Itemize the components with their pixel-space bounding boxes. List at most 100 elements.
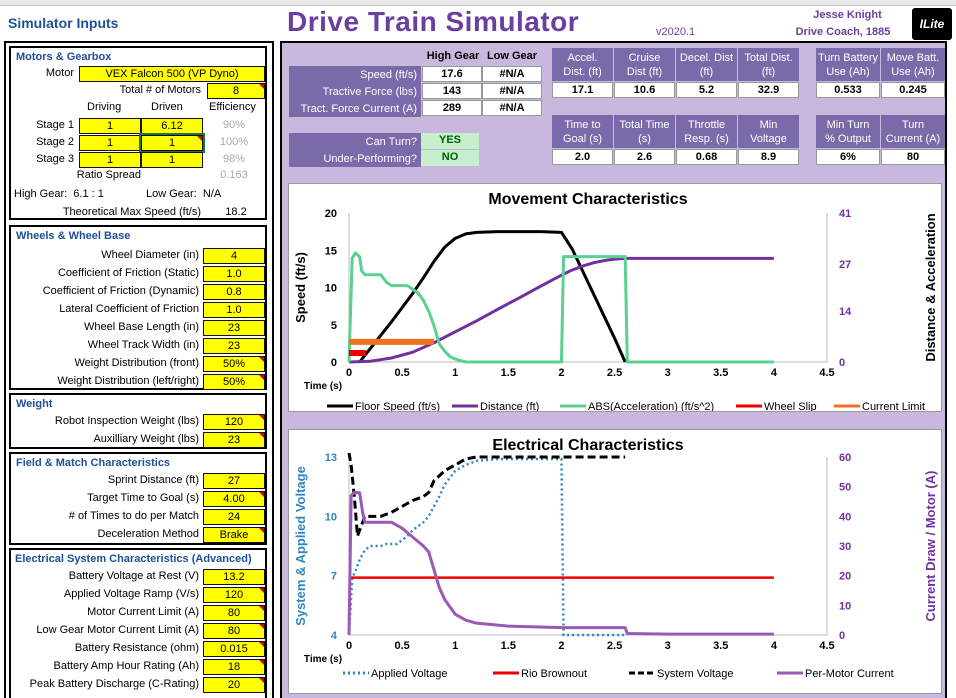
metric-header-line2: Dist. (ft) xyxy=(563,65,602,78)
motor-select[interactable]: VEX Falcon 500 (VP Dyno) xyxy=(79,66,265,82)
wheels-row-input[interactable]: 50% xyxy=(203,356,265,372)
electrical-chart: Electrical Characteristics 0 0.5 1 1.5 2 2.5 3 3… xyxy=(288,429,942,694)
metric-value: 6% xyxy=(816,149,880,165)
chart-title: Movement Characteristics xyxy=(488,191,687,208)
electrical-row-input[interactable]: 0.015 xyxy=(203,641,265,657)
chart-x-tick-label: 0 xyxy=(346,367,352,379)
stage-efficiency-value: 90% xyxy=(222,119,246,131)
chart-x-tick-label: 0.5 xyxy=(394,367,409,379)
metric-header-line1: Accel. xyxy=(567,51,598,64)
high-gear-ratio: High Gear: 6.1 : 1 xyxy=(14,188,104,200)
electrical-row-input[interactable]: 120 xyxy=(203,587,265,603)
wheels-row-input[interactable]: 23 xyxy=(203,338,265,354)
metric-header: Total Time (s) xyxy=(614,115,675,148)
field-row-input[interactable]: 24 xyxy=(203,509,265,525)
stage-label: Stage 2 xyxy=(36,136,74,148)
wheels-row-input[interactable]: 50% xyxy=(203,374,265,390)
electrical-panel: Electrical System Characteristics (Advan… xyxy=(9,548,267,698)
electrical-row-label: Applied Voltage Ramp (V/s) xyxy=(63,588,199,600)
stage-efficiency-value: 98% xyxy=(222,153,246,165)
num-motors-input[interactable]: 8 xyxy=(207,83,265,99)
wheels-row-label: Weight Distribution (front) xyxy=(74,357,199,369)
wheels-row-input[interactable]: 0.8 xyxy=(203,284,265,300)
wheels-row-label: Weight Distribution (left/right) xyxy=(57,375,199,387)
stage-driven-input[interactable]: 6.12 xyxy=(141,118,203,134)
weight-row-label: Auxilliary Weight (lbs) xyxy=(93,433,199,445)
metric-value: 2.0 xyxy=(552,149,613,165)
metric-header-line2: Use (Ah) xyxy=(891,65,935,78)
electrical-row-input[interactable]: 80 xyxy=(203,605,265,621)
chart-x-tick-label: 1.5 xyxy=(501,367,516,379)
metric-header-line2: (ft) xyxy=(761,65,776,78)
chart-y2-tick-label: 27 xyxy=(839,259,851,271)
col-driving-header: Driving xyxy=(87,101,122,113)
series-line-per-motor-current xyxy=(347,491,774,636)
series-line-applied-voltage xyxy=(347,457,626,637)
metric-value: 17.1 xyxy=(552,82,613,98)
electrical-row-input[interactable]: 80 xyxy=(203,623,265,639)
chart-y2-tick-label: 10 xyxy=(839,600,851,612)
result-high-value: 289 xyxy=(422,100,482,116)
chart-y-tick-label: 20 xyxy=(325,208,337,220)
metric-header-line2: Goal (s) xyxy=(562,132,603,145)
chart-y-tick-label: 0 xyxy=(331,357,337,369)
chart-x-tick-label: 1 xyxy=(452,367,458,379)
metric-value: 10.6 xyxy=(614,82,675,98)
wheels-row-input[interactable]: 4 xyxy=(203,248,265,264)
result-high-value: 17.6 xyxy=(422,66,482,82)
motors-gearbox-panel: Motors & Gearbox Motor VEX Falcon 500 (V… xyxy=(9,46,267,220)
movement-chart: Movement Characteristics 0 0.5 1 1.5 2 2.5 3 3.5… xyxy=(288,183,942,413)
field-row-label: Deceleration Method xyxy=(97,528,199,540)
stage-driving-input[interactable]: 1 xyxy=(79,118,141,134)
chart-y2-tick-label: 0 xyxy=(839,630,845,642)
wheels-row-label: Wheel Track Width (in) xyxy=(87,339,199,351)
stage-label: Stage 3 xyxy=(36,153,74,165)
chart-y-tick-label: 10 xyxy=(325,511,337,523)
weight-row-input[interactable]: 120 xyxy=(203,414,265,430)
stage-driving-input[interactable]: 1 xyxy=(79,135,141,151)
stage-driving-input[interactable]: 1 xyxy=(79,152,141,168)
chart-y-tick-label: 10 xyxy=(325,283,337,295)
metric-value: 80 xyxy=(881,149,945,165)
wheels-row-input[interactable]: 1.0 xyxy=(203,302,265,318)
field-row-input[interactable]: 27 xyxy=(203,473,265,489)
legend-label: Wheel Slip xyxy=(764,401,817,411)
chart-x-tick-label: 3.5 xyxy=(713,367,728,379)
electrical-row-input[interactable]: 13.2 xyxy=(203,569,265,585)
electrical-row-label: Battery Amp Hour Rating (Ah) xyxy=(53,660,199,672)
field-row-input[interactable]: 4.00 xyxy=(203,491,265,507)
series-line-abs-acceleration-ft-s-2- xyxy=(347,251,774,364)
field-row-label: # of Times to do per Match xyxy=(68,510,199,522)
weight-row-input[interactable]: 23 xyxy=(203,432,265,448)
result-row-label: Tract. Force Current (A) xyxy=(289,100,421,117)
metric-header: Min Voltage xyxy=(738,115,799,148)
sheet-section-title: Simulator Inputs xyxy=(8,15,119,31)
stage-driven-input[interactable]: 1 xyxy=(141,152,203,168)
max-speed-value: 18.2 xyxy=(225,206,247,218)
metric-header: Turn Current (A) xyxy=(881,115,945,148)
wheels-row-input[interactable]: 1.0 xyxy=(203,266,265,282)
field-row-input[interactable]: Brake xyxy=(203,527,265,543)
legend-label: Distance (ft) xyxy=(480,401,539,411)
metric-value: 0.68 xyxy=(676,149,737,165)
metric-header: Move Batt. Use (Ah) xyxy=(881,48,945,81)
col-high-gear-header: High Gear xyxy=(426,50,480,62)
result-row-label: Tractive Force (lbs) xyxy=(289,83,421,100)
chart-y2-tick-label: 30 xyxy=(839,541,851,553)
metric-value: 32.9 xyxy=(738,82,799,98)
field-panel: Field & Match Characteristics Sprint Dis… xyxy=(9,452,267,545)
metric-value: 5.2 xyxy=(676,82,737,98)
stage-efficiency-value: 100% xyxy=(219,136,249,148)
stage-label: Stage 1 xyxy=(36,119,74,131)
legend-label: Current Limit xyxy=(862,401,925,411)
metric-header: Cruise Dist (ft) xyxy=(614,48,675,81)
wheels-row-input[interactable]: 23 xyxy=(203,320,265,336)
metric-header-line1: Total Time xyxy=(619,118,670,131)
author-name: Jesse Knight xyxy=(813,9,882,21)
stage-driven-input[interactable]: 1 xyxy=(139,133,205,153)
metric-header: Accel. Dist. (ft) xyxy=(552,48,613,81)
metric-header-line2: Resp. (s) xyxy=(684,132,729,145)
weight-panel-title: Weight xyxy=(16,398,53,410)
electrical-row-input[interactable]: 20 xyxy=(203,677,265,693)
electrical-row-input[interactable]: 18 xyxy=(203,659,265,675)
